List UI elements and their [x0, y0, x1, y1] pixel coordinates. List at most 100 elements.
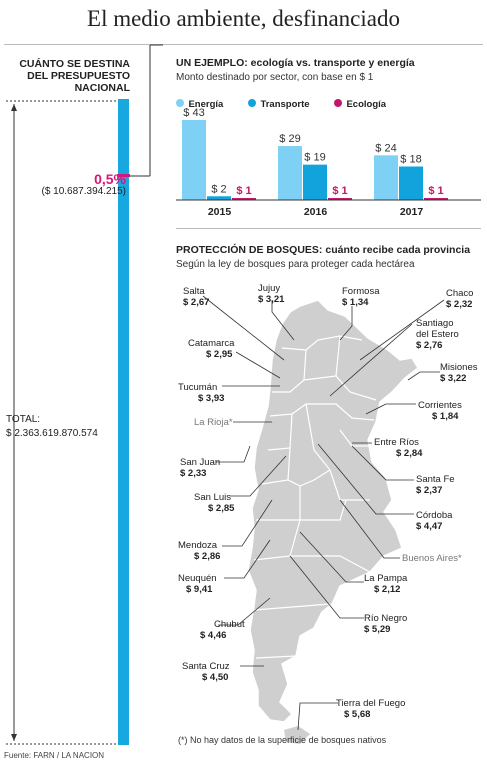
province-value: $ 1,34 [342, 297, 369, 308]
province-name: La Rioja* [194, 417, 233, 428]
province-value: $ 2,67 [183, 297, 210, 308]
province-value: $ 3,93 [198, 393, 225, 404]
bar-label: $ 2 [211, 183, 226, 195]
bar-energía-2017 [374, 155, 398, 200]
bar-ecología-2016 [328, 198, 352, 200]
province-value: $ 2,76 [416, 340, 443, 351]
province-label-misiones: Misiones $ 3,22 [440, 362, 478, 384]
title-rule [4, 44, 483, 45]
example-heading: UN EJEMPLO: ecología vs. transporte y en… [176, 57, 415, 69]
province-label-corrientes: Corrientes $ 1,84 [418, 400, 462, 422]
province-label-santiago: Santiago del Estero $ 2,76 [416, 318, 468, 351]
province-value: $ 2,33 [180, 468, 207, 479]
legend-label: Transporte [260, 99, 310, 110]
page-title: El medio ambiente, desfinanciado [87, 6, 400, 31]
province-label-sanjuan: San Juan $ 2,33 [180, 457, 220, 479]
province-name: Entre Ríos [374, 437, 419, 448]
source-note: Fuente: FARN / LA NACION [4, 751, 105, 760]
province-label-santacruz: Santa Cruz $ 4,50 [182, 661, 230, 683]
province-value: $ 2,37 [416, 485, 443, 496]
bar-label: $ 29 [279, 133, 300, 145]
bar-transporte-2015 [207, 196, 231, 200]
province-name: Tucumán [178, 382, 218, 393]
province-label-larioja: La Rioja* [194, 417, 233, 428]
province-name: Corrientes [418, 400, 462, 411]
x-tick-label: 2015 [208, 206, 232, 218]
province-name: Salta [183, 286, 205, 297]
province-label-chubut: Chubut $ 4,46 [200, 619, 245, 641]
province-name: San Luis [194, 492, 231, 503]
province-name: Santiago del Estero [416, 318, 459, 340]
bar-label: $ 1 [236, 185, 251, 197]
province-label-jujuy: Jujuy $ 3,21 [258, 283, 284, 305]
province-value: $ 4,46 [200, 630, 227, 641]
province-name: Formosa [342, 286, 380, 297]
province-name: San Juan [180, 457, 221, 468]
province-name: Río Negro [364, 613, 408, 624]
province-label-salta: Salta $ 2,67 [183, 286, 209, 308]
province-label-santafe: Santa Fe $ 2,37 [416, 474, 455, 496]
legend-swatch [334, 99, 342, 107]
chart-separator [176, 228, 481, 229]
province-value: $ 5,29 [364, 624, 391, 635]
province-label-tierradelfuego: Tierra del Fuego $ 5,68 [336, 698, 405, 720]
x-tick-label: 2016 [304, 206, 328, 218]
forests-heading: PROTECCIÓN DE BOSQUES: cuánto recibe cad… [176, 244, 471, 256]
bar-ecología-2015 [232, 198, 256, 200]
province-name: Tierra del Fuego [336, 698, 406, 709]
province-value: $ 1,84 [432, 411, 459, 422]
province-name: Buenos Aires* [402, 553, 462, 564]
province-name: Jujuy [258, 283, 281, 294]
province-value: $ 2,95 [206, 349, 233, 360]
province-value: $ 4,50 [202, 672, 229, 683]
bar-label: $ 43 [183, 108, 204, 119]
province-borders [253, 335, 377, 659]
province-label-formosa: Formosa $ 1,34 [342, 286, 379, 308]
province-value: $ 3,21 [258, 294, 285, 305]
forests-note: (*) No hay datos de la superficie de bos… [178, 735, 387, 745]
budget-share-percent: 0,5% [94, 171, 126, 187]
province-value: $ 2,86 [194, 551, 221, 562]
province-name: Chubut [214, 619, 245, 630]
budget-heading: CUÁNTO SE DESTINA DEL PRESUPUESTO NACION… [19, 58, 130, 94]
example-subtitle: Monto destinado por sector, con base en … [176, 72, 374, 83]
x-tick-label: 2017 [400, 206, 424, 218]
province-name: Santa Fe [416, 474, 455, 485]
budget-total-amount: $ 2.363.619.870.574 [6, 428, 98, 439]
legend-item-energia: Energía [176, 94, 223, 112]
province-value: $ 4,47 [416, 521, 443, 532]
province-name: La Pampa [364, 573, 408, 584]
legend-swatch [248, 99, 256, 107]
province-value: $ 3,22 [440, 373, 467, 384]
province-name: Córdoba [416, 510, 453, 521]
province-name: Chaco [446, 288, 474, 299]
bar-label: $ 19 [304, 152, 325, 164]
budget-share-amount: ($ 10.687.394.215) [41, 186, 126, 197]
province-label-chaco: Chaco $ 2,32 [446, 288, 473, 310]
legend-item-ecologia: Ecología [334, 94, 386, 112]
province-label-catamarca: Catamarca $ 2,95 [188, 338, 234, 360]
province-label-cordoba: Córdoba $ 4,47 [416, 510, 452, 532]
province-name: Catamarca [188, 338, 235, 349]
province-value: $ 2,85 [208, 503, 235, 514]
province-name: Mendoza [178, 540, 218, 551]
budget-total-bar [118, 99, 129, 745]
bar-ecología-2017 [424, 198, 448, 200]
legend-item-transporte: Transporte [248, 94, 310, 112]
tierra-del-fuego-shape [284, 726, 310, 744]
province-label-neuquen: Neuquén $ 9,41 [178, 573, 217, 595]
province-name: Neuquén [178, 573, 217, 584]
map-shape [247, 299, 419, 723]
province-label-tucuman: Tucumán $ 3,93 [178, 382, 224, 404]
bar-label: $ 18 [400, 154, 421, 166]
bar-label: $ 1 [428, 185, 443, 197]
province-value: $ 2,84 [396, 448, 423, 459]
bar-label: $ 1 [332, 185, 347, 197]
province-value: $ 2,12 [374, 584, 401, 595]
budget-share-band [117, 174, 130, 177]
bar-label: $ 24 [375, 142, 396, 154]
province-name: Santa Cruz [182, 661, 230, 672]
bar-transporte-2016 [303, 164, 327, 200]
